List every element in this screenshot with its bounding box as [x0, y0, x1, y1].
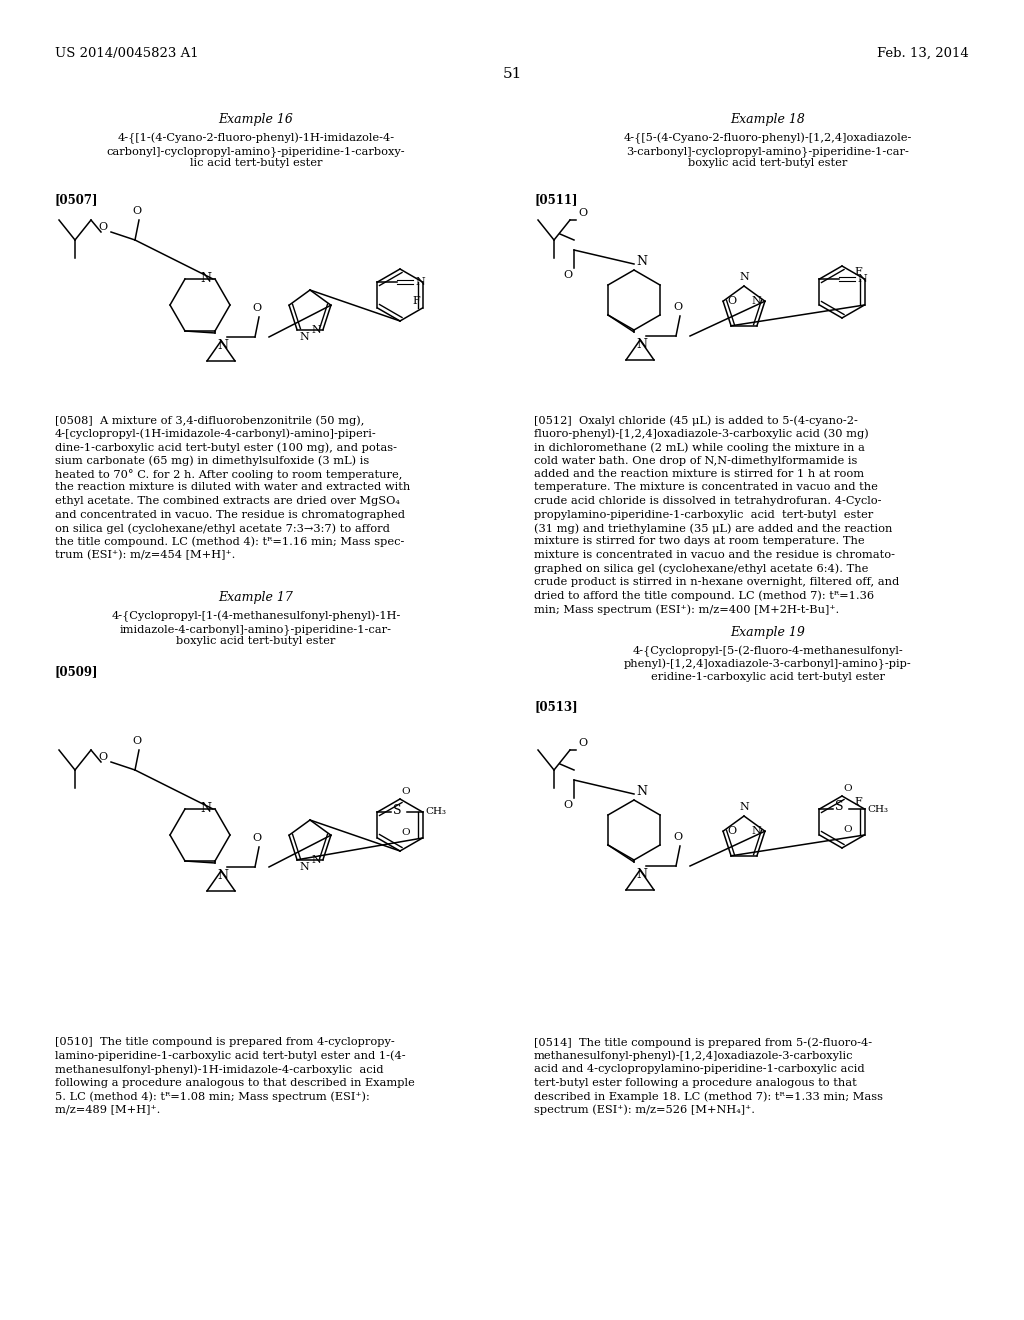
Text: O: O — [563, 800, 572, 810]
Text: methanesulfonyl-phenyl)-1H-imidazole-4-carboxylic  acid: methanesulfonyl-phenyl)-1H-imidazole-4-c… — [55, 1064, 384, 1074]
Text: S: S — [393, 804, 402, 817]
Text: 4-{Cyclopropyl-[5-(2-fluoro-4-methanesulfonyl-
phenyl)-[1,2,4]oxadiazole-3-carbo: 4-{Cyclopropyl-[5-(2-fluoro-4-methanesul… — [624, 645, 912, 682]
Text: O: O — [253, 304, 261, 313]
Text: acid and 4-cyclopropylamino-piperidine-1-carboxylic acid: acid and 4-cyclopropylamino-piperidine-1… — [534, 1064, 864, 1074]
Text: O: O — [843, 825, 852, 834]
Text: O: O — [578, 738, 587, 748]
Text: in dichloromethane (2 mL) while cooling the mixture in a: in dichloromethane (2 mL) while cooling … — [534, 442, 865, 453]
Text: spectrum (ESI⁺): m/z=526 [M+NH₄]⁺.: spectrum (ESI⁺): m/z=526 [M+NH₄]⁺. — [534, 1105, 755, 1115]
Text: m/z=489 [M+H]⁺.: m/z=489 [M+H]⁺. — [55, 1105, 161, 1114]
Text: crude product is stirred in n-hexane overnight, filtered off, and: crude product is stirred in n-hexane ove… — [534, 577, 899, 587]
Text: N: N — [857, 275, 867, 284]
Text: N: N — [217, 869, 228, 882]
Text: N: N — [636, 785, 647, 799]
Text: O: O — [132, 737, 141, 746]
Text: the title compound. LC (method 4): tᴿ=1.16 min; Mass spec-: the title compound. LC (method 4): tᴿ=1.… — [55, 536, 404, 546]
Text: N: N — [299, 331, 309, 342]
Text: US 2014/0045823 A1: US 2014/0045823 A1 — [55, 48, 199, 59]
Text: N: N — [311, 325, 321, 335]
Text: O: O — [674, 302, 683, 312]
Text: (31 mg) and triethylamine (35 μL) are added and the reaction: (31 mg) and triethylamine (35 μL) are ad… — [534, 523, 892, 533]
Text: lamino-piperidine-1-carboxylic acid tert-butyl ester and 1-(4-: lamino-piperidine-1-carboxylic acid tert… — [55, 1051, 406, 1061]
Text: [0507]: [0507] — [55, 193, 98, 206]
Text: N: N — [636, 255, 647, 268]
Text: 4-{[1-(4-Cyano-2-fluoro-phenyl)-1H-imidazole-4-
carbonyl]-cyclopropyl-amino}-pip: 4-{[1-(4-Cyano-2-fluoro-phenyl)-1H-imida… — [106, 133, 406, 169]
Text: O: O — [98, 222, 108, 232]
Text: 4-{[5-(4-Cyano-2-fluoro-phenyl)-[1,2,4]oxadiazole-
3-carbonyl]-cyclopropyl-amino: 4-{[5-(4-Cyano-2-fluoro-phenyl)-[1,2,4]o… — [624, 133, 912, 169]
Text: O: O — [98, 752, 108, 762]
Text: and concentrated in vacuo. The residue is chromatographed: and concentrated in vacuo. The residue i… — [55, 510, 406, 520]
Text: the reaction mixture is diluted with water and extracted with: the reaction mixture is diluted with wat… — [55, 483, 411, 492]
Text: 4-[cyclopropyl-(1H-imidazole-4-carbonyl)-amino]-piperi-: 4-[cyclopropyl-(1H-imidazole-4-carbonyl)… — [55, 429, 377, 440]
Text: Example 19: Example 19 — [730, 626, 806, 639]
Text: O: O — [401, 828, 410, 837]
Text: 5. LC (method 4): tᴿ=1.08 min; Mass spectrum (ESI⁺):: 5. LC (method 4): tᴿ=1.08 min; Mass spec… — [55, 1092, 370, 1102]
Text: mixture is concentrated in vacuo and the residue is chromato-: mixture is concentrated in vacuo and the… — [534, 550, 895, 560]
Text: N: N — [739, 272, 749, 282]
Text: crude acid chloride is dissolved in tetrahydrofuran. 4-Cyclo-: crude acid chloride is dissolved in tetr… — [534, 496, 882, 506]
Text: S: S — [836, 800, 844, 813]
Text: CH₃: CH₃ — [426, 808, 446, 817]
Text: Example 18: Example 18 — [730, 114, 806, 125]
Text: [0513]: [0513] — [534, 700, 578, 713]
Text: [0514]  The title compound is prepared from 5-(2-fluoro-4-: [0514] The title compound is prepared fr… — [534, 1038, 872, 1048]
Text: N: N — [739, 803, 749, 812]
Text: [0508]  A mixture of 3,4-difluorobenzonitrile (50 mg),: [0508] A mixture of 3,4-difluorobenzonit… — [55, 414, 365, 425]
Text: min; Mass spectrum (ESI⁺): m/z=400 [M+2H-t-Bu]⁺.: min; Mass spectrum (ESI⁺): m/z=400 [M+2H… — [534, 605, 840, 615]
Text: N: N — [416, 277, 425, 286]
Text: Feb. 13, 2014: Feb. 13, 2014 — [878, 48, 969, 59]
Text: sium carbonate (65 mg) in dimethylsulfoxide (3 mL) is: sium carbonate (65 mg) in dimethylsulfox… — [55, 455, 370, 466]
Text: O: O — [401, 787, 410, 796]
Text: N: N — [636, 338, 647, 351]
Text: CH₃: CH₃ — [867, 804, 889, 813]
Text: N: N — [217, 339, 228, 352]
Text: added and the reaction mixture is stirred for 1 h at room: added and the reaction mixture is stirre… — [534, 469, 864, 479]
Text: O: O — [563, 271, 572, 280]
Text: [0509]: [0509] — [55, 665, 98, 678]
Text: Example 17: Example 17 — [218, 591, 294, 605]
Text: F: F — [855, 797, 862, 807]
Text: O: O — [674, 832, 683, 842]
Text: N: N — [299, 862, 309, 871]
Text: heated to 70° C. for 2 h. After cooling to room temperature,: heated to 70° C. for 2 h. After cooling … — [55, 469, 402, 480]
Text: mixture is stirred for two days at room temperature. The: mixture is stirred for two days at room … — [534, 536, 864, 546]
Text: dried to afford the title compound. LC (method 7): tᴿ=1.36: dried to afford the title compound. LC (… — [534, 590, 874, 601]
Text: [0511]: [0511] — [534, 193, 578, 206]
Text: N: N — [752, 296, 761, 306]
Text: dine-1-carboxylic acid tert-butyl ester (100 mg), and potas-: dine-1-carboxylic acid tert-butyl ester … — [55, 442, 397, 453]
Text: temperature. The mixture is concentrated in vacuo and the: temperature. The mixture is concentrated… — [534, 483, 878, 492]
Text: Example 16: Example 16 — [218, 114, 294, 125]
Text: O: O — [253, 833, 261, 843]
Text: F: F — [855, 267, 862, 277]
Text: ethyl acetate. The combined extracts are dried over MgSO₄: ethyl acetate. The combined extracts are… — [55, 496, 400, 506]
Text: N: N — [200, 272, 211, 285]
Text: cold water bath. One drop of N,N-dimethylformamide is: cold water bath. One drop of N,N-dimethy… — [534, 455, 857, 466]
Text: following a procedure analogous to that described in Example: following a procedure analogous to that … — [55, 1077, 415, 1088]
Text: [0510]  The title compound is prepared from 4-cyclopropy-: [0510] The title compound is prepared fr… — [55, 1038, 394, 1047]
Text: propylamino-piperidine-1-carboxylic  acid  tert-butyl  ester: propylamino-piperidine-1-carboxylic acid… — [534, 510, 873, 520]
Text: N: N — [636, 869, 647, 880]
Text: N: N — [200, 801, 211, 814]
Text: N: N — [752, 826, 761, 836]
Text: methanesulfonyl-phenyl)-[1,2,4]oxadiazole-3-carboxylic: methanesulfonyl-phenyl)-[1,2,4]oxadiazol… — [534, 1051, 853, 1061]
Text: 4-{Cyclopropyl-[1-(4-methanesulfonyl-phenyl)-1H-
imidazole-4-carbonyl]-amino}-pi: 4-{Cyclopropyl-[1-(4-methanesulfonyl-phe… — [112, 611, 400, 647]
Text: O: O — [132, 206, 141, 216]
Text: [0512]  Oxalyl chloride (45 μL) is added to 5-(4-cyano-2-: [0512] Oxalyl chloride (45 μL) is added … — [534, 414, 858, 425]
Text: fluoro-phenyl)-[1,2,4]oxadiazole-3-carboxylic acid (30 mg): fluoro-phenyl)-[1,2,4]oxadiazole-3-carbo… — [534, 429, 868, 440]
Text: O: O — [727, 296, 736, 306]
Text: trum (ESI⁺): m/z=454 [M+H]⁺.: trum (ESI⁺): m/z=454 [M+H]⁺. — [55, 550, 236, 561]
Text: described in Example 18. LC (method 7): tᴿ=1.33 min; Mass: described in Example 18. LC (method 7): … — [534, 1092, 883, 1102]
Text: 51: 51 — [503, 67, 521, 81]
Text: F: F — [413, 296, 421, 306]
Text: tert-butyl ester following a procedure analogous to that: tert-butyl ester following a procedure a… — [534, 1077, 857, 1088]
Text: O: O — [843, 784, 852, 793]
Text: O: O — [578, 209, 587, 218]
Text: on silica gel (cyclohexane/ethyl acetate 7:3→3:7) to afford: on silica gel (cyclohexane/ethyl acetate… — [55, 523, 390, 533]
Text: graphed on silica gel (cyclohexane/ethyl acetate 6:4). The: graphed on silica gel (cyclohexane/ethyl… — [534, 564, 868, 574]
Text: N: N — [311, 855, 321, 865]
Text: O: O — [727, 826, 736, 836]
